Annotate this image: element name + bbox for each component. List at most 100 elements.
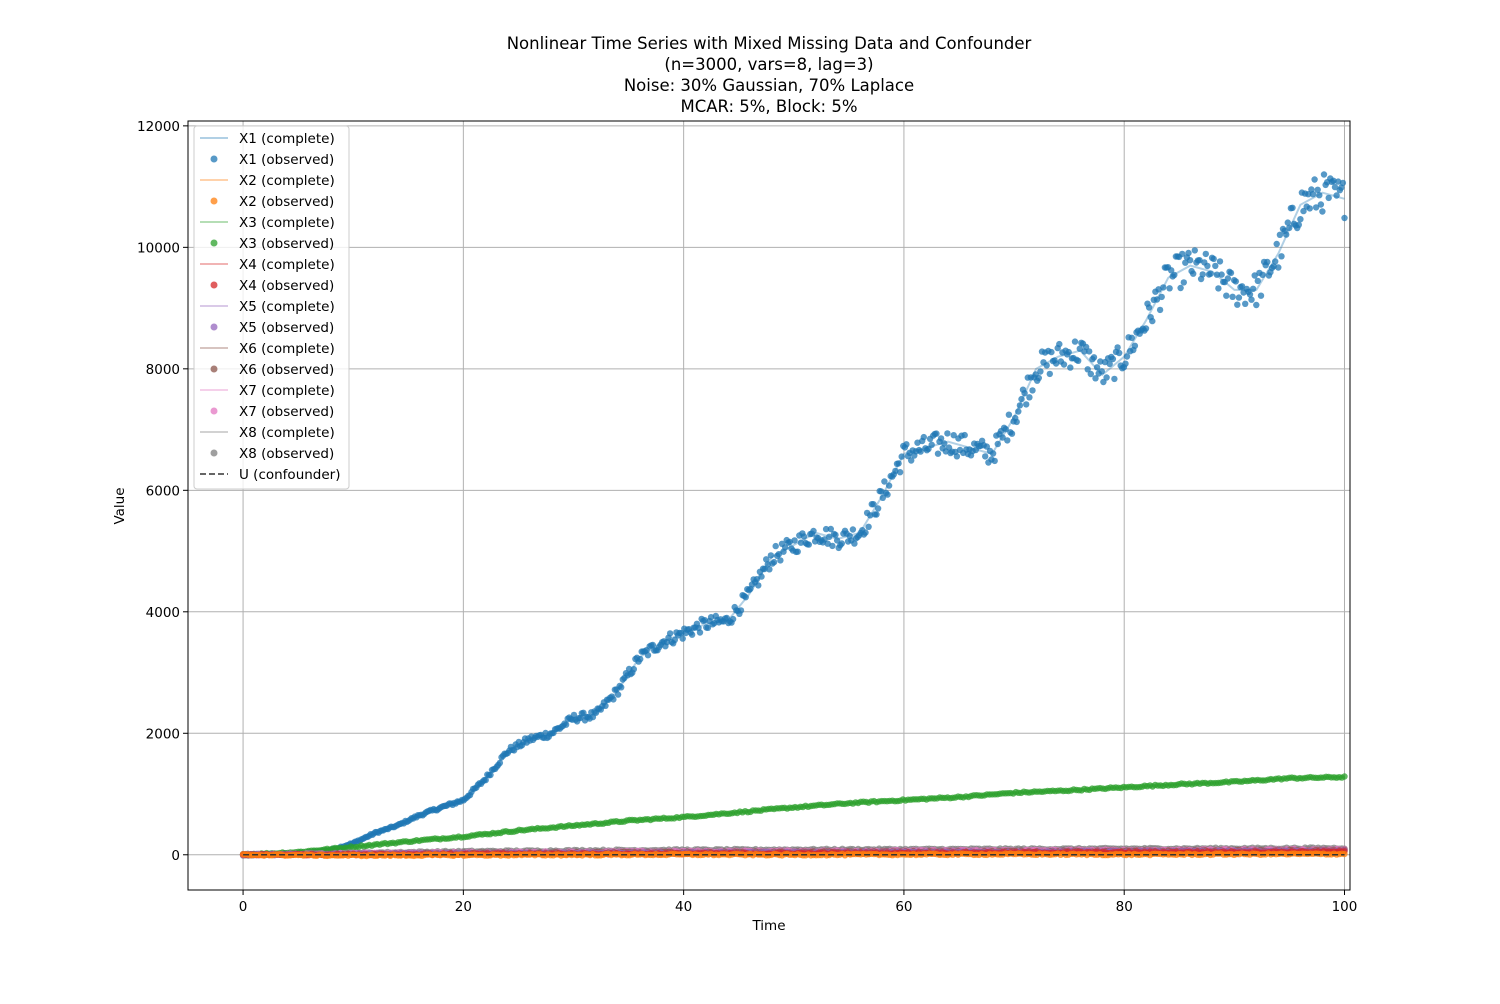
- series-x1-observed-point: [991, 457, 998, 465]
- series-x1-observed-point: [833, 537, 841, 544]
- series-x1-observed-point: [800, 533, 808, 540]
- series-x3: [239, 773, 1348, 859]
- series-x1-observed-point: [487, 771, 494, 779]
- series-x1-observed-point: [1026, 394, 1033, 401]
- series-x1-observed-point: [791, 537, 798, 544]
- series-x1-observed-point: [1004, 437, 1011, 444]
- series-x1-observed-point: [1008, 430, 1016, 437]
- series-x1-observed-point: [1052, 360, 1060, 367]
- series-x1-observed-point: [903, 441, 910, 448]
- series-x1-observed-point: [1153, 296, 1161, 303]
- series-x1-observed-point: [1168, 267, 1175, 274]
- series-x1-observed-point: [874, 505, 882, 512]
- legend-marker: [210, 323, 218, 331]
- legend-item: X1 (observed): [210, 152, 334, 168]
- series-x1-observed-point: [1092, 375, 1099, 382]
- series-x1-observed-point: [1171, 271, 1178, 279]
- y-tick-label: 0: [171, 848, 180, 864]
- y-tick-label: 4000: [146, 605, 180, 621]
- series-x1-observed-point: [1325, 194, 1332, 202]
- series-x1-observed-point: [767, 552, 775, 559]
- series-x1-observed-point: [1037, 368, 1044, 375]
- series-x1-observed-point: [1149, 317, 1156, 325]
- grid: [188, 121, 1350, 890]
- legend-item: X3 (observed): [210, 236, 334, 252]
- series-x1-observed-point: [610, 696, 617, 703]
- series-x1-observed-point: [1180, 279, 1188, 286]
- series-x1-observed-point: [826, 533, 833, 540]
- series-x1-observed-point: [862, 529, 869, 536]
- series-x1-observed-point: [1116, 349, 1123, 357]
- series-x1-observed-point: [1131, 342, 1139, 349]
- x-tick-label: 40: [675, 899, 692, 915]
- legend-item: X1 (complete): [200, 131, 335, 147]
- series-x1-observed-point: [1123, 353, 1131, 360]
- legend-item: X2 (observed): [210, 194, 334, 210]
- series-x1-observed-point: [1060, 361, 1068, 368]
- series-x1-observed-point: [781, 544, 789, 551]
- series-x1-observed-point: [770, 558, 778, 566]
- series-x1-observed-point: [1289, 204, 1296, 211]
- series-x1-observed-point: [1306, 205, 1314, 212]
- series-x1-observed-point: [1305, 191, 1312, 198]
- series-x1-observed-point: [953, 453, 961, 460]
- series-x1-complete-line: [243, 191, 1345, 856]
- series-x1-observed-point: [873, 511, 880, 518]
- series-x1-observed-point: [775, 551, 782, 558]
- series-x1-observed-point: [1207, 270, 1214, 277]
- series-x1-observed-point: [1103, 374, 1110, 381]
- legend-label: X8 (complete): [239, 425, 335, 441]
- series-x1-observed-point: [1158, 293, 1165, 301]
- legend-item: X7 (complete): [200, 383, 335, 399]
- series-x1-observed-point: [1284, 219, 1292, 226]
- series-x1-observed-point: [1331, 183, 1339, 191]
- series-x1-observed-point: [896, 469, 904, 476]
- series-x1-observed-point: [865, 523, 872, 530]
- series-x1-observed-point: [1015, 408, 1022, 415]
- legend-label: X4 (complete): [239, 257, 335, 273]
- legend-marker: [210, 197, 218, 205]
- series-x1-observed-point: [810, 527, 817, 535]
- series-x1-observed-point: [772, 542, 779, 550]
- series-x1-observed-point: [1235, 294, 1243, 301]
- legend-marker: [210, 281, 218, 289]
- legend-item: X6 (complete): [200, 341, 335, 357]
- x-tick-label: 20: [455, 899, 472, 915]
- series-x1-observed-point: [982, 453, 989, 460]
- series-x1-observed-point: [898, 453, 905, 460]
- series-x1-observed-point: [989, 450, 997, 457]
- series-x1-observed-point: [1179, 250, 1186, 258]
- legend-label: X5 (observed): [239, 320, 334, 336]
- series-x1-observed-point: [1056, 340, 1063, 348]
- series-x1-observed-point: [671, 636, 678, 644]
- series-x1-observed-point: [999, 434, 1006, 441]
- series-x1-observed-point: [1317, 201, 1325, 208]
- series-x1-observed-point: [1224, 275, 1232, 282]
- series-x1-observed-point: [1122, 360, 1129, 367]
- series-x1-observed-point: [1097, 358, 1104, 365]
- series-x1-observed-point: [1319, 208, 1326, 215]
- series-x1-observed-point: [763, 556, 770, 563]
- series-x1-observed-point: [878, 488, 885, 495]
- series-x1-observed-point: [1035, 374, 1043, 382]
- series-x1-observed-point: [1076, 345, 1084, 352]
- series-x1-observed-point: [1312, 204, 1320, 211]
- series-x1-observed-point: [1251, 272, 1258, 279]
- series-x1-observed-point: [822, 525, 830, 533]
- series-x1-observed-point: [1212, 262, 1219, 270]
- series-x1-observed-point: [1109, 355, 1117, 363]
- legend-label: X1 (complete): [239, 131, 335, 147]
- legend-marker: [210, 155, 218, 163]
- series-x1-observed-point: [1186, 257, 1194, 264]
- series-x1-observed-point: [1145, 304, 1153, 311]
- series-x1-observed-point: [649, 641, 656, 649]
- series-x1-observed-point: [562, 721, 570, 728]
- series-layer: [239, 171, 1348, 860]
- series-x1-observed-point: [944, 430, 951, 437]
- legend-label: X2 (complete): [239, 173, 335, 189]
- series-x1-observed-point: [1182, 259, 1189, 266]
- series-x1-observed-point: [1314, 186, 1321, 193]
- series-x1-observed-point: [1087, 370, 1095, 378]
- series-x1-observed-point: [961, 431, 968, 439]
